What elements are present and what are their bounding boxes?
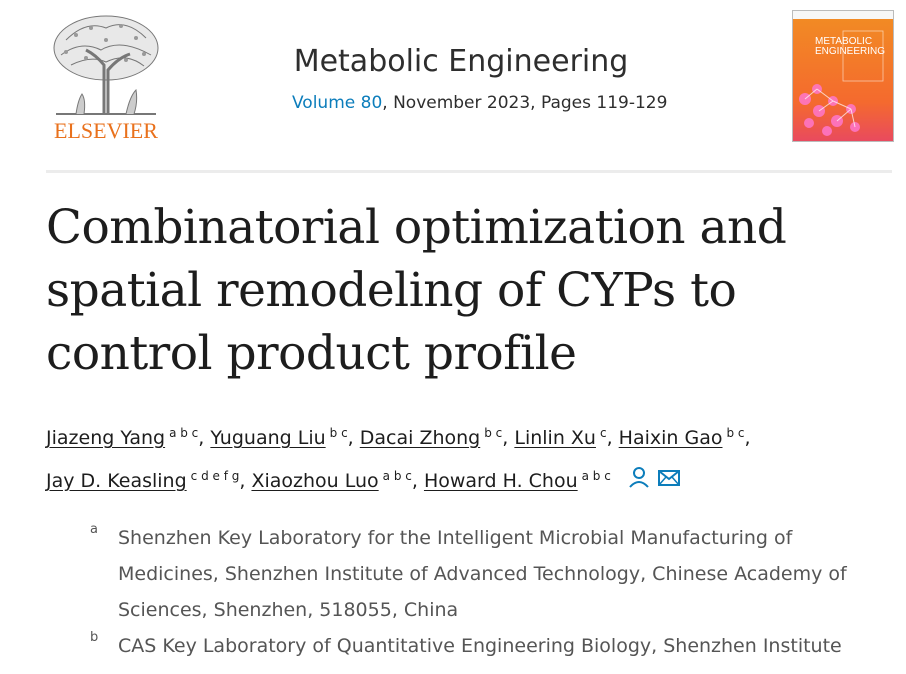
cover-title-line-2: ENGINEERING [815, 46, 886, 57]
affiliation-list: a Shenzhen Key Laboratory for the Intelli… [90, 520, 890, 664]
author-name[interactable]: Yuguang Liu [210, 427, 326, 449]
author-name[interactable]: Xiaozhou Luo [251, 470, 379, 492]
author-name[interactable]: Dacai Zhong [359, 427, 481, 449]
author[interactable]: Jay D. Keasling c d e f g, [46, 469, 246, 492]
author[interactable]: Linlin Xu c, [514, 426, 613, 449]
author-name[interactable]: Jiazeng Yang [46, 427, 166, 449]
affiliation-mark: a [90, 522, 98, 537]
author-list: Jiazeng Yang a b c, Yuguang Liu b c, Dacai… [46, 414, 896, 501]
author-separator: , [411, 470, 418, 492]
author[interactable]: Howard H. Chou a b c [423, 469, 611, 492]
author-affiliation-marks[interactable]: b c [726, 426, 745, 440]
author-separator: , [198, 427, 205, 449]
journal-title[interactable]: Metabolic Engineering [293, 44, 629, 79]
author-separator: , [347, 427, 354, 449]
author-affiliation-marks[interactable]: a b c [581, 469, 611, 483]
issue-line: Volume 80, November 2023, Pages 119-129 [292, 93, 667, 113]
author[interactable]: Yuguang Liu b c, [210, 426, 354, 449]
author-affiliation-marks[interactable]: b c [484, 426, 503, 440]
elsevier-wordmark: ELSEVIER [54, 118, 158, 143]
cover-title: METABOLIC ENGINEERING [815, 37, 885, 57]
author-name[interactable]: Howard H. Chou [423, 470, 578, 492]
affiliation-item: b CAS Key Laboratory of Quantitative Engi… [90, 628, 890, 664]
affiliation-item: a Shenzhen Key Laboratory for the Intelli… [90, 520, 890, 628]
elsevier-logo[interactable] [46, 10, 166, 142]
author-separator: , [744, 427, 751, 449]
author-affiliation-marks[interactable]: c d e f g [190, 469, 240, 483]
journal-cover[interactable]: METABOLIC ENGINEERING [792, 10, 894, 142]
author-separator: , [606, 427, 613, 449]
cover-molecule-graphic [799, 30, 884, 136]
affiliation-text: Shenzhen Key Laboratory for the Intellig… [118, 527, 847, 621]
affiliation-text: CAS Key Laboratory of Quantitative Engin… [118, 635, 842, 657]
journal-header: Metabolic Engineering [0, 44, 906, 79]
author-affiliation-marks[interactable]: b c [329, 426, 348, 440]
author-separator: , [239, 470, 246, 492]
elsevier-tree-icon [53, 15, 159, 115]
author[interactable]: Xiaozhou Luo a b c, [251, 469, 418, 492]
author-affiliation-marks[interactable]: a b c [382, 469, 412, 483]
person-icon[interactable] [617, 463, 651, 501]
header-divider [46, 170, 892, 173]
issue-details: , November 2023, Pages 119-129 [382, 93, 668, 113]
author-separator: , [502, 427, 509, 449]
volume-link[interactable]: Volume 80 [292, 93, 383, 113]
cover-title-line-1: METABOLIC [815, 36, 873, 47]
author-name[interactable]: Linlin Xu [514, 427, 596, 449]
author-name[interactable]: Haixin Gao [618, 427, 723, 449]
mail-icon[interactable] [651, 463, 681, 501]
author[interactable]: Haixin Gao b c, [618, 426, 751, 449]
author-affiliation-marks[interactable]: c [599, 426, 607, 440]
author[interactable]: Jiazeng Yang a b c, [46, 426, 205, 449]
author[interactable]: Dacai Zhong b c, [359, 426, 509, 449]
author-name[interactable]: Jay D. Keasling [46, 470, 187, 492]
affiliation-mark: b [90, 630, 99, 645]
author-affiliation-marks[interactable]: a b c [169, 426, 199, 440]
article-title: Combinatorial optimization and spatial r… [46, 200, 787, 381]
